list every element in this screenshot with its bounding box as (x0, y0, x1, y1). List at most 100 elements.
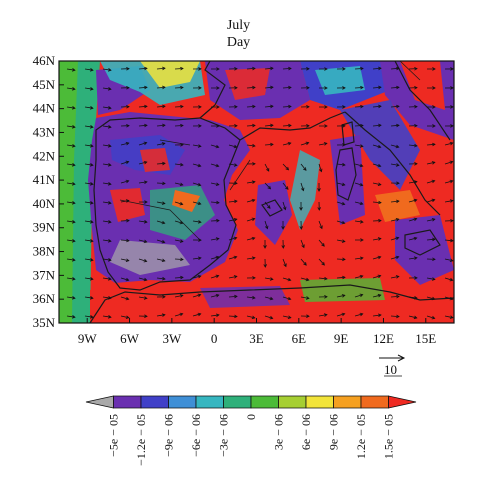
wind-vector (174, 125, 184, 127)
wind-vector-head (89, 106, 94, 110)
wind-vector-head (324, 276, 328, 281)
wind-vector (300, 239, 305, 248)
wind-vector-head (396, 85, 400, 90)
wind-vector (282, 296, 291, 300)
wind-vector-head (107, 296, 112, 300)
field-italy-red (400, 61, 445, 110)
wind-vector-head (144, 85, 148, 90)
wind-vector-head (431, 179, 436, 184)
wind-vector (372, 314, 381, 317)
wind-vector (264, 315, 273, 319)
wind-vector (156, 201, 165, 204)
wind-vector-head (144, 314, 148, 318)
wind-vector (336, 276, 346, 279)
wind-vector-head (413, 217, 418, 222)
wind-vector-head (162, 181, 166, 186)
wind-vector (282, 182, 289, 190)
wind-vector-head (251, 256, 256, 260)
wind-vector (354, 220, 363, 223)
wind-vector (102, 258, 111, 261)
wind-vector-head (321, 261, 325, 266)
wind-vector (192, 313, 201, 317)
wind-vector-head (287, 296, 292, 301)
wind-vector-head (287, 315, 292, 319)
wind-vector (156, 105, 166, 108)
wind-vector-head (266, 168, 270, 172)
lat-tick-label: 42N (33, 148, 56, 163)
colorbar-swatch (168, 395, 197, 409)
field-iberia-orange (172, 190, 200, 212)
wind-vector-head (179, 312, 184, 317)
wind-vector-head (324, 67, 328, 71)
wind-vector-head (161, 220, 166, 225)
wind-vector (192, 163, 201, 167)
wind-vector (444, 277, 453, 281)
wind-vector (336, 163, 345, 166)
wind-vector-head (431, 218, 436, 222)
wind-vector (264, 124, 273, 127)
wind-vector-head (431, 315, 436, 320)
field-iberia-green-center (150, 185, 215, 240)
wind-vector (426, 277, 435, 280)
wind-vector-head (342, 105, 346, 109)
wind-vector-head (287, 277, 292, 282)
wind-vector (318, 277, 327, 280)
wind-vector-head (359, 293, 364, 298)
wind-vector (336, 220, 345, 224)
colorbar-tick-label: −1.2e − 05 (134, 414, 148, 466)
lon-tick-label: 12E (373, 331, 394, 346)
wind-vector (444, 258, 453, 262)
wind-vector-head (197, 293, 202, 298)
wind-vector-head (449, 315, 454, 319)
colorbar-swatch (250, 395, 279, 409)
wind-vector (228, 144, 237, 148)
wind-vector-head (233, 217, 238, 222)
wind-vector (426, 161, 435, 165)
wind-vector (390, 200, 399, 203)
wind-vector-head (89, 68, 94, 72)
wind-vector (174, 106, 184, 108)
wind-vector (390, 237, 399, 241)
wind-vector (102, 201, 111, 204)
wind-vector-head (71, 106, 76, 110)
wind-vector (102, 144, 111, 147)
wind-vector-head (161, 258, 166, 263)
wind-vector (408, 199, 417, 203)
wind-vector-head (144, 104, 148, 109)
wind-vector (408, 315, 417, 319)
wind-vector (102, 87, 111, 90)
wind-vector-head (306, 105, 310, 109)
wind-vector-head (143, 296, 148, 300)
wind-vector-head (198, 86, 202, 90)
wind-vector-head (107, 106, 112, 110)
wind-vector (390, 218, 399, 222)
wind-vector-head (198, 124, 202, 128)
wind-vector-head (89, 277, 94, 281)
wind-vector-head (215, 293, 220, 298)
wind-vector (210, 144, 219, 148)
wind-vector-head (359, 274, 364, 279)
wind-vector-head (71, 239, 76, 243)
coast-mallorca (261, 199, 283, 217)
lat-tick-label: 41N (33, 172, 56, 187)
field-med-orange (375, 190, 420, 222)
wind-vector (264, 296, 273, 300)
wind-vector-head (233, 163, 238, 167)
wind-vector (264, 163, 270, 172)
wind-vector-head (107, 258, 112, 262)
wind-vector (174, 294, 183, 298)
wind-vector (174, 276, 184, 279)
wind-vector-head (431, 296, 436, 301)
wind-vector (102, 68, 111, 71)
wind-vector-head (270, 85, 274, 90)
wind-vector-head (303, 167, 307, 171)
wind-vector (246, 124, 256, 127)
wind-vector-head (395, 236, 400, 241)
wind-vector (390, 67, 400, 70)
wind-vector (174, 182, 183, 186)
wind-vector-head (431, 277, 436, 281)
lon-tick-label: 9E (334, 331, 349, 346)
wind-vector (300, 296, 309, 299)
wind-vector (426, 143, 436, 146)
